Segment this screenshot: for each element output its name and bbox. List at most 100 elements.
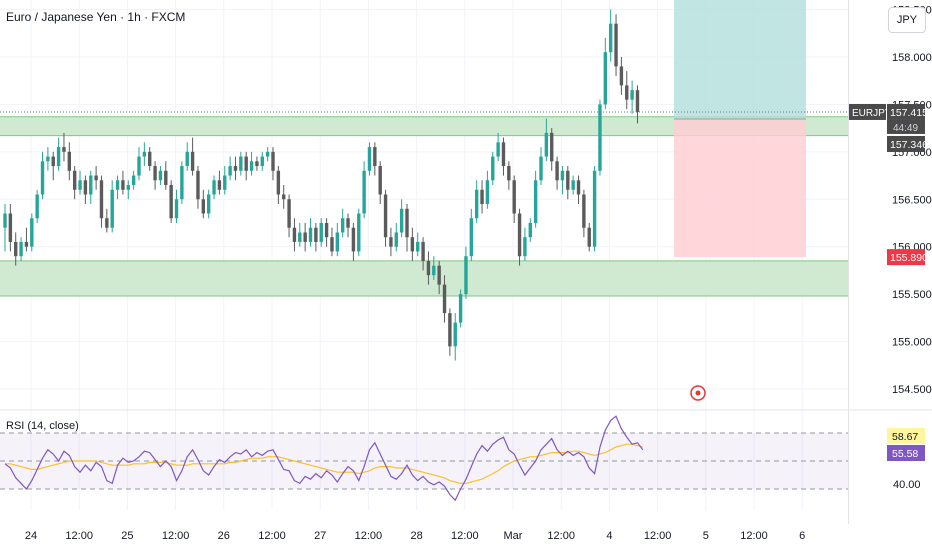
alert-marker-icon	[690, 385, 706, 401]
candle-body	[78, 180, 82, 190]
candle-body	[367, 147, 372, 171]
candle-body	[539, 156, 543, 181]
rsi-ma-line	[5, 443, 643, 484]
candle-body	[560, 170, 565, 181]
candle-body	[51, 156, 55, 167]
candle-body	[351, 227, 356, 252]
rsi-line	[4, 415, 644, 502]
stop-price-bg	[887, 249, 925, 266]
candle-body	[528, 222, 532, 238]
candle-body	[196, 170, 200, 200]
candle-body	[115, 180, 120, 190]
candle-body	[571, 180, 575, 190]
candle-body	[255, 161, 259, 167]
time-tick-label: 5	[703, 530, 709, 542]
candle-body	[426, 260, 431, 276]
candle-body	[448, 313, 452, 347]
candle-body	[453, 322, 457, 347]
candle-body	[507, 166, 511, 181]
rsi-ma-value-bg	[887, 428, 925, 444]
candle-body	[533, 180, 538, 223]
candle-body	[324, 222, 329, 238]
candle-body	[244, 156, 248, 171]
time-tick-label: 24	[25, 530, 37, 542]
candle-body	[271, 151, 275, 171]
candle-body	[587, 227, 591, 247]
candle-body	[625, 85, 629, 100]
last-price-bg	[887, 103, 925, 120]
candle-body	[555, 161, 559, 181]
candle-body	[598, 104, 602, 171]
candle-body	[566, 170, 570, 190]
candle-body	[8, 213, 13, 242]
candle-body	[394, 232, 398, 247]
time-tick-label: 12:00	[644, 530, 672, 542]
candle-body	[512, 180, 516, 214]
position-stop-area	[674, 118, 806, 258]
candle-body	[576, 180, 581, 195]
rsi-value-bg	[887, 445, 925, 461]
candle-body	[83, 180, 88, 195]
candle-body	[94, 175, 98, 181]
candle-body	[164, 170, 168, 186]
candle-body	[378, 166, 382, 195]
last-symbol-label: EURJPY	[852, 108, 892, 119]
support-resistance-zone	[0, 260, 848, 297]
candle-body	[405, 208, 409, 238]
time-tick-label: 27	[314, 530, 326, 542]
support-resistance-zone	[0, 116, 848, 136]
candle-body	[131, 175, 136, 186]
candle-body	[501, 142, 506, 167]
candle-body	[30, 218, 34, 247]
candle-body	[319, 222, 323, 242]
candle-body	[608, 23, 613, 53]
candle-body	[239, 156, 243, 171]
time-tick-label: 28	[410, 530, 422, 542]
candle-body	[544, 132, 549, 157]
candle-body	[110, 189, 114, 228]
candle-body	[190, 151, 195, 171]
candle-body	[340, 218, 345, 233]
candle-body	[603, 52, 608, 105]
candle-body	[314, 227, 318, 242]
candle-body	[619, 66, 624, 86]
time-tick-label: 25	[121, 530, 133, 542]
position-target-area	[674, 0, 806, 119]
candle-body	[46, 156, 50, 162]
candle-body	[62, 147, 66, 152]
candle-body	[437, 265, 441, 285]
candle-body	[67, 151, 72, 171]
candle-body	[335, 232, 340, 252]
stop-price-label: 155.890	[890, 252, 928, 264]
candle-body	[614, 23, 618, 67]
candle-body	[223, 175, 227, 190]
candle-body	[346, 218, 350, 228]
candle-body	[89, 175, 93, 195]
candle-body	[217, 180, 222, 190]
candle-body	[635, 90, 640, 112]
candle-body	[491, 156, 495, 181]
candle-body	[480, 189, 484, 204]
candle-body	[362, 170, 366, 214]
candle-body	[373, 147, 377, 167]
candle-body	[249, 161, 254, 171]
time-tick-label: 12:00	[547, 530, 575, 542]
time-tick-label: 4	[606, 530, 612, 542]
alert-marker-dot	[695, 390, 701, 396]
last-symbol-bg	[849, 103, 886, 120]
time-tick-label: Mar	[504, 530, 523, 542]
candle-body	[72, 170, 77, 190]
candle-body	[40, 161, 45, 195]
price-tick-label: 155.000	[892, 337, 932, 349]
time-tick-label: 12:00	[65, 530, 93, 542]
candle-body	[410, 237, 415, 252]
rsi-value-label: 55.58	[892, 448, 918, 460]
candle-body	[550, 132, 554, 162]
rsi-indicator-label[interactable]: RSI (14, close)	[6, 420, 79, 432]
candle-body	[3, 213, 7, 228]
candle-body	[180, 166, 184, 200]
candle-body	[308, 227, 313, 242]
currency-button[interactable]: JPY	[888, 7, 926, 33]
candle-body	[383, 194, 388, 238]
